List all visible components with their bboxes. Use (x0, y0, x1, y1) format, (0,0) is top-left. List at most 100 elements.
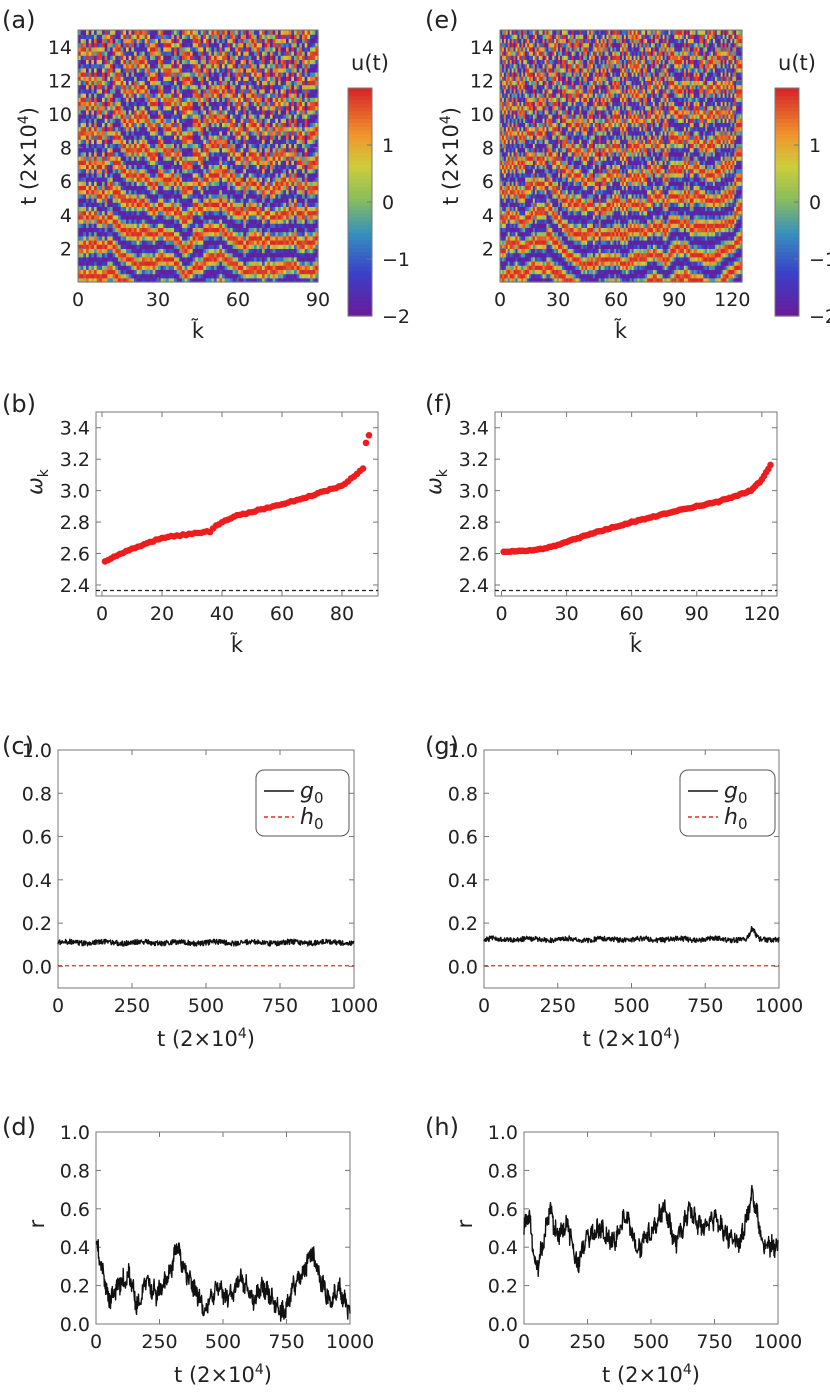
heat-cell (160, 235, 164, 241)
heat-cell (179, 265, 183, 270)
heat-cell (195, 130, 199, 136)
heat-cell (254, 38, 258, 44)
heat-cell (240, 46, 244, 52)
heat-cell (238, 156, 242, 161)
heat-cell (227, 55, 231, 60)
heat-cell (206, 265, 210, 270)
heat-cell (214, 235, 218, 241)
heat-cell (104, 135, 108, 140)
heat-cell (115, 277, 119, 283)
heat-cell (142, 42, 146, 48)
heat-cell (123, 177, 127, 182)
heat-cell (275, 55, 279, 60)
heat-cell (238, 80, 242, 86)
heat-cell (246, 219, 250, 224)
heat-cell (104, 97, 108, 102)
heat-cell (198, 185, 202, 191)
heat-cell (206, 114, 210, 119)
heat-cell (115, 105, 119, 111)
heat-cell (152, 261, 156, 266)
heat-cell (78, 269, 82, 275)
heat-cell (99, 164, 103, 170)
heat-cell (102, 193, 106, 199)
heat-cell (182, 34, 186, 39)
heat-cell (118, 248, 122, 254)
heat-cell (216, 223, 220, 228)
heat-cell (128, 105, 132, 111)
heat-cell (86, 273, 90, 279)
heat-cell (184, 156, 188, 161)
heat-cell (112, 244, 116, 249)
heat-cell (198, 177, 202, 182)
heat-cell (208, 277, 212, 283)
heat-cell (171, 219, 175, 224)
heat-cell (280, 156, 284, 161)
heat-cell (208, 109, 212, 115)
heat-cell (171, 93, 175, 98)
heat-cell (123, 198, 127, 203)
heat-cell (192, 202, 196, 207)
heat-cell (272, 265, 276, 270)
heat-cell (187, 63, 191, 69)
heat-cell (224, 97, 228, 102)
heat-cell (232, 109, 236, 115)
heat-cell (110, 185, 114, 191)
heat-cell (211, 235, 215, 241)
heat-cell (267, 248, 271, 254)
heat-cell (174, 244, 178, 249)
heat-cell (96, 181, 100, 186)
heat-cell (86, 46, 90, 52)
heat-cell (91, 193, 95, 199)
heat-cell (288, 126, 292, 132)
heat-cell (160, 156, 164, 161)
heat-cell (176, 202, 180, 207)
heat-cell (136, 210, 140, 216)
heat-cell (115, 30, 119, 35)
heat-cell (158, 244, 162, 249)
heat-cell (123, 84, 127, 90)
heat-cell (110, 63, 114, 69)
heat-cell (211, 219, 215, 224)
heat-cell (280, 244, 284, 249)
heat-cell (163, 185, 167, 191)
heat-cell (238, 38, 242, 44)
heat-cell (139, 109, 143, 115)
heat-cell (270, 193, 274, 199)
heat-cell (176, 198, 180, 203)
heat-cell (224, 72, 228, 77)
heat-cell (224, 164, 228, 170)
heat-cell (222, 76, 226, 81)
heat-cell (171, 114, 175, 119)
heat-cell (246, 76, 250, 81)
heat-cell (227, 59, 231, 65)
heat-cell (91, 231, 95, 237)
heat-cell (128, 214, 132, 220)
heat-cell (99, 248, 103, 254)
heat-cell (80, 273, 84, 279)
heat-cell (91, 177, 95, 182)
heat-cell (211, 80, 215, 86)
heat-cell (112, 168, 116, 174)
heat-cell (275, 265, 279, 270)
heat-cell (155, 273, 159, 279)
heat-cell (264, 67, 268, 73)
heat-cell (171, 147, 175, 153)
heat-cell (291, 168, 295, 174)
heat-cell (222, 210, 226, 216)
heat-cell (80, 122, 84, 128)
heat-cell (134, 38, 138, 44)
heat-cell (182, 122, 186, 128)
heat-cell (299, 256, 303, 262)
heat-cell (136, 172, 140, 178)
heat-cell (224, 135, 228, 140)
heat-cell (275, 231, 279, 237)
heat-cell (294, 156, 298, 161)
heat-cell (155, 139, 159, 144)
heat-cell (208, 185, 212, 191)
heat-cell (283, 227, 287, 233)
heat-cell (91, 156, 95, 161)
heat-cell (264, 198, 268, 203)
heat-cell (294, 168, 298, 174)
heat-cell (184, 80, 188, 86)
heat-cell (131, 30, 135, 35)
